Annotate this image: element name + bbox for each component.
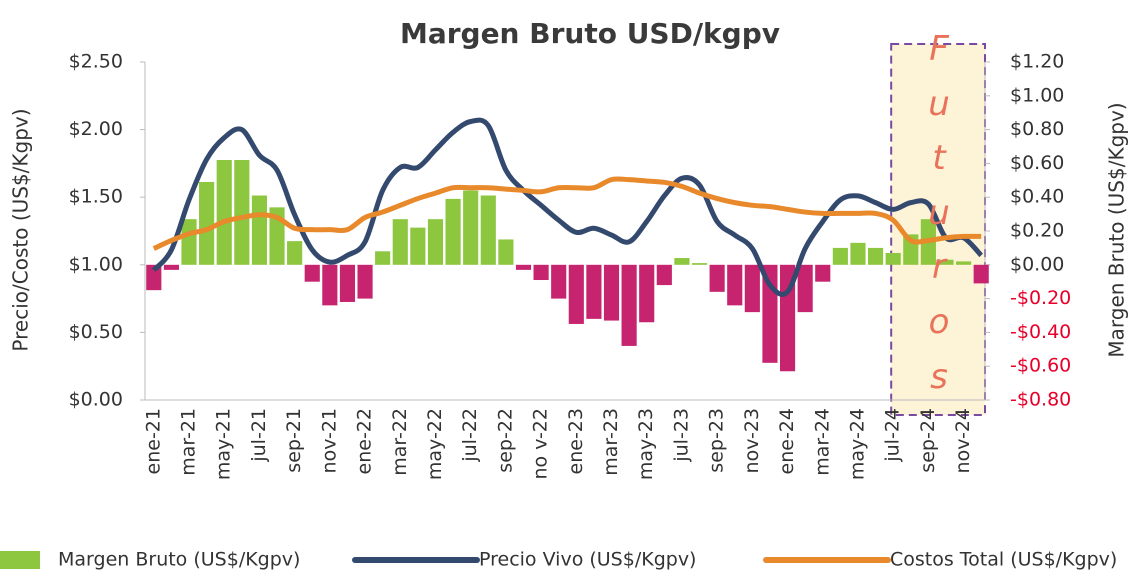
annotation-box <box>890 43 986 416</box>
y2-tick-label: $1.00 <box>1010 84 1064 106</box>
x-tick-label: ene-23 <box>565 408 587 474</box>
bar <box>445 198 461 265</box>
bar <box>199 181 215 265</box>
y-tick-label: $0.00 <box>69 389 123 411</box>
y2-tick-label: $0.20 <box>1010 220 1064 242</box>
bar <box>251 195 267 265</box>
x-tick-label: ene-24 <box>776 408 798 474</box>
bar <box>850 242 866 265</box>
bar <box>392 219 408 265</box>
x-tick-label: sep-21 <box>283 408 305 473</box>
line <box>151 117 984 297</box>
bar <box>868 247 884 265</box>
x-tick-label: mar-22 <box>389 408 411 476</box>
x-tick-label: mar-24 <box>811 408 833 476</box>
x-tick-label: sep-22 <box>494 408 516 473</box>
x-tick-label: may-22 <box>424 408 446 480</box>
bar <box>181 219 197 265</box>
bar <box>357 264 373 299</box>
y-tick-label: $2.00 <box>69 118 123 140</box>
bar <box>656 264 672 286</box>
x-tick-label: mar-23 <box>600 408 622 476</box>
y-tick-label: $0.50 <box>69 321 123 343</box>
x-tick-label: may-21 <box>213 408 235 480</box>
bar <box>410 227 426 265</box>
bar <box>287 241 303 265</box>
bar <box>744 264 760 313</box>
y-axis-title: Precio/Costo (US$/Kgpv) <box>9 108 33 351</box>
bar <box>603 264 620 321</box>
y2-tick-label: -$0.60 <box>1010 355 1071 377</box>
x-tick-label: jul-22 <box>459 408 481 463</box>
bar <box>779 264 796 372</box>
bar <box>322 264 338 306</box>
x-tick-label: nov-21 <box>318 408 340 473</box>
x-tick-label: mar-21 <box>178 408 200 476</box>
bar <box>427 219 444 265</box>
bar <box>515 264 532 270</box>
bar <box>146 264 162 291</box>
bar <box>709 264 725 292</box>
bar <box>234 160 250 265</box>
y-tick-label: $1.50 <box>69 186 123 208</box>
y2-tick-label: -$0.80 <box>1010 389 1071 411</box>
y2-tick-label: $0.00 <box>1010 253 1064 275</box>
legend-label: Margen Bruto (US$/Kgpv) <box>58 549 300 571</box>
x-tick-label: may-24 <box>846 408 868 480</box>
bar <box>568 264 584 324</box>
line <box>152 176 982 251</box>
chart-title: Margen Bruto USD/kgpv <box>400 17 780 50</box>
bar <box>815 264 831 282</box>
bar <box>691 263 708 265</box>
x-tick-label: sep-23 <box>706 408 728 473</box>
bar <box>885 252 901 265</box>
bar <box>832 247 848 265</box>
bar <box>533 264 549 281</box>
legend-swatch <box>0 551 40 569</box>
legend-label: Precio Vivo (US$/Kgpv) <box>479 549 696 571</box>
x-tick-label: ene-22 <box>354 408 376 474</box>
y2-axis-title: Margen Bruto (US$/Kgpv) <box>1105 102 1129 357</box>
x-tick-label: nov-24 <box>952 408 974 473</box>
y2-tick-label: -$0.40 <box>1010 321 1071 343</box>
x-tick-label: sep-24 <box>917 408 939 473</box>
y-tick-label: $1.00 <box>69 253 123 275</box>
bar <box>727 264 743 306</box>
bar <box>498 239 514 265</box>
x-tick-label: jul-24 <box>882 408 904 463</box>
bar <box>375 251 391 265</box>
y2-tick-label: $0.40 <box>1010 186 1064 208</box>
bar <box>480 195 496 265</box>
bar <box>938 259 954 265</box>
bar <box>216 160 232 265</box>
y2-tick-label: $0.80 <box>1010 118 1064 140</box>
x-tick-label: no v-22 <box>530 408 552 479</box>
x-tick-label: may-23 <box>635 408 657 480</box>
y2-tick-label: -$0.20 <box>1010 287 1071 309</box>
bar <box>586 264 602 319</box>
x-tick-label: jul-21 <box>248 408 270 463</box>
bar <box>797 264 813 313</box>
bar <box>639 264 655 323</box>
bar <box>463 190 479 265</box>
x-tick-label: jul-23 <box>670 408 692 463</box>
bar <box>339 264 356 302</box>
x-tick-label: ene-21 <box>142 408 164 474</box>
bar <box>621 264 637 346</box>
bar <box>956 261 972 265</box>
x-tick-label: nov-23 <box>741 408 763 473</box>
annotation: Futuros <box>928 29 950 397</box>
y2-tick-label: $1.20 <box>1010 51 1064 73</box>
bar <box>304 264 320 282</box>
legend-label: Costos Total (US$/Kgpv) <box>890 549 1117 571</box>
bar <box>973 264 989 284</box>
bar <box>163 264 179 270</box>
y2-tick-label: $0.60 <box>1010 152 1064 174</box>
bar <box>551 264 567 299</box>
y-tick-label: $2.50 <box>69 51 123 73</box>
bar <box>674 258 690 265</box>
